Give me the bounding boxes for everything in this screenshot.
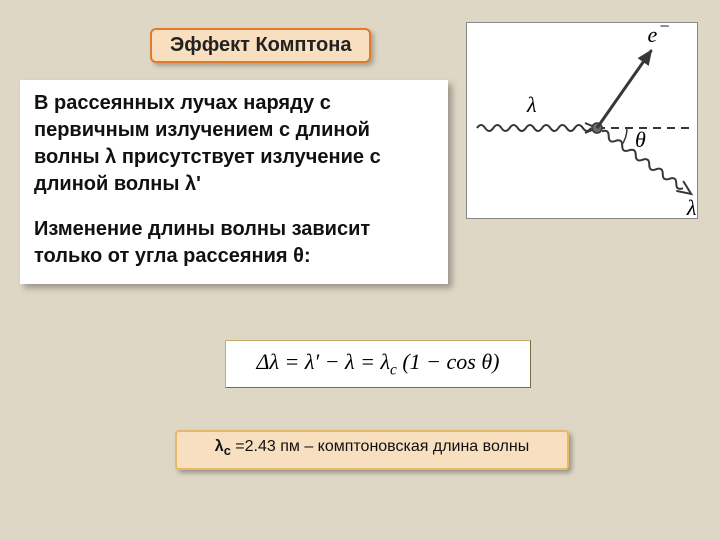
title-text: Эффект Комптона: [170, 34, 351, 56]
svg-text:−: −: [659, 23, 669, 36]
svg-text:e: e: [647, 23, 657, 47]
formula-text: Δλ = λ′ − λ = λc (1 − cos θ): [257, 349, 500, 374]
scattering-diagram: λ λ' e− θ: [466, 22, 698, 219]
scattering-diagram-svg: λ λ' e− θ: [467, 23, 697, 218]
formula-box: Δλ = λ′ − λ = λc (1 − cos θ): [225, 340, 531, 388]
body-paragraph-2: Изменение длины волны зависит только от …: [34, 216, 434, 270]
slide-root: Эффект Комптона В рассеянных лучах наряд…: [0, 0, 720, 540]
const-symbol: λ: [215, 438, 224, 455]
body-paragraph-1: В рассеянных лучах наряду с первичным из…: [34, 90, 434, 198]
title-box: Эффект Комптона: [150, 28, 371, 63]
body-text-box: В рассеянных лучах наряду с первичным из…: [20, 80, 448, 284]
const-value: =2.43 пм – комптоновская длина волны: [231, 438, 529, 455]
svg-text:θ: θ: [635, 127, 646, 152]
spacer: [34, 198, 434, 216]
const-subscript: c: [224, 443, 231, 458]
svg-text:λ: λ: [526, 92, 537, 117]
compton-wavelength-box: λc =2.43 пм – комптоновская длина волны: [175, 430, 569, 470]
svg-text:λ': λ': [686, 195, 697, 218]
